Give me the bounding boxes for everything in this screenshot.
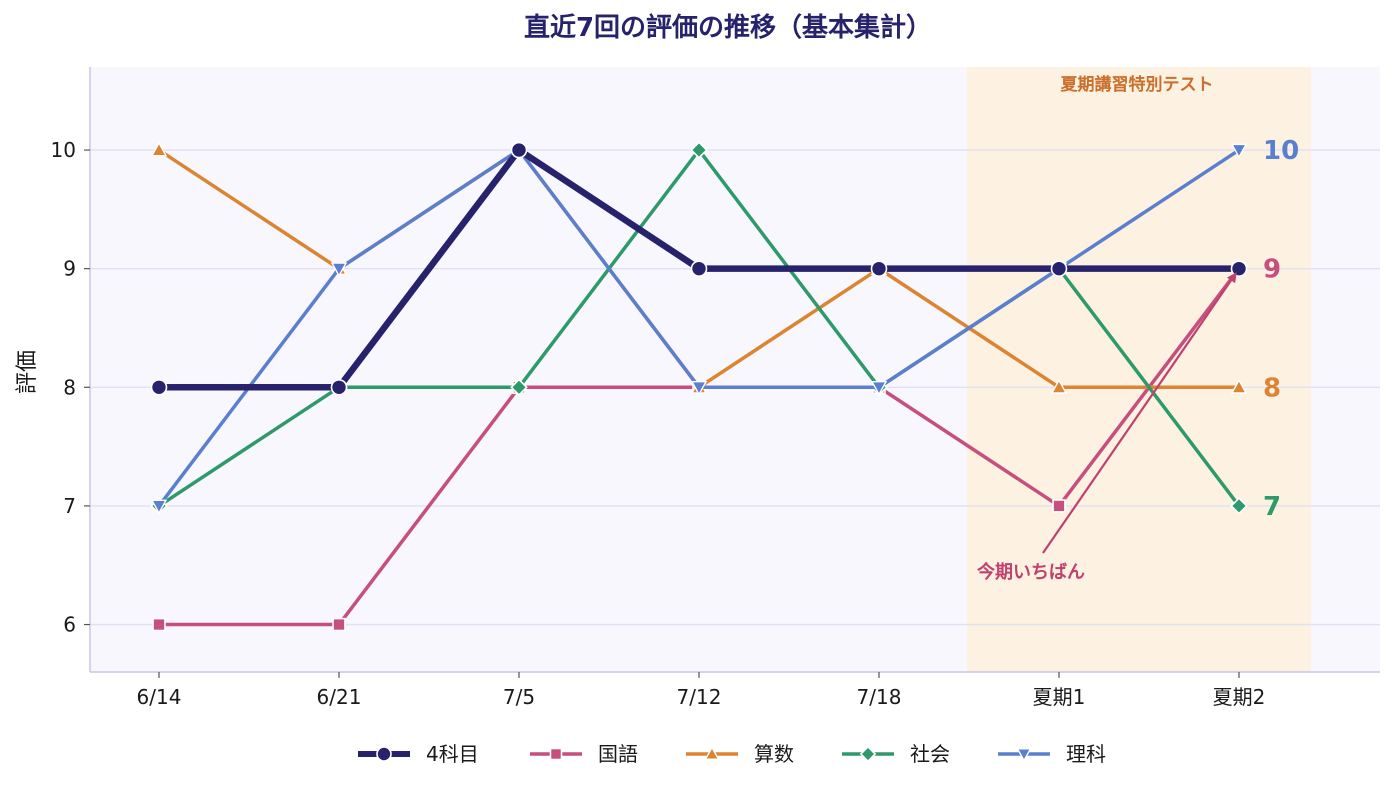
annotation-text: 今期いちばん [977, 561, 1085, 583]
data-point [1052, 499, 1066, 513]
data-point [1230, 497, 1248, 515]
y-tick-label: 6 [63, 613, 76, 637]
x-axis-ticks: 6/14 6/21 7/5 7/12 7/18 夏期1 夏期2 [137, 672, 1266, 709]
legend-marker [376, 746, 392, 762]
legend-marker [1016, 748, 1032, 762]
data-point [1230, 260, 1248, 277]
legend-item: 社会 [842, 742, 950, 766]
legend-label: 国語 [598, 742, 638, 766]
data-point [870, 260, 888, 277]
y-tick-label: 10 [51, 138, 76, 162]
legend-item: 国語 [530, 742, 638, 766]
band-label: 夏期講習特別テスト [1061, 74, 1214, 95]
band-rect [967, 67, 1311, 672]
legend-item: 理科 [998, 742, 1106, 766]
legend: 4科目 国語 算数 社会 理科 [358, 742, 1106, 766]
data-point [510, 141, 528, 159]
end-label-社会: 7 [1263, 492, 1281, 522]
legend-item: 4科目 [358, 742, 479, 766]
data-point [332, 617, 346, 632]
legend-label: 社会 [910, 742, 950, 766]
y-tick-label: 8 [63, 375, 76, 399]
end-labels: 9 8 7 10 [1263, 136, 1299, 522]
data-point [510, 378, 528, 397]
series-4科目 [150, 141, 1248, 396]
y-axis-ticks: 6 7 8 9 10 [51, 138, 90, 637]
annotation-arrow [1042, 272, 1237, 554]
annotation-layer: 今期いちばん [977, 272, 1237, 583]
legend-label: 算数 [754, 742, 794, 766]
x-tick-label: 7/12 [677, 685, 722, 709]
end-label-算数: 8 [1263, 373, 1281, 403]
data-point [1230, 143, 1248, 159]
x-tick-label: 夏期1 [1033, 685, 1086, 709]
data-point [1050, 260, 1068, 277]
end-label-4科目: 9 [1263, 255, 1281, 285]
legend-marker [549, 747, 563, 761]
data-point [330, 378, 348, 396]
data-point [870, 380, 888, 396]
end-label-理科: 10 [1263, 136, 1299, 166]
x-tick-label: 6/21 [317, 685, 362, 709]
x-tick-label: 6/14 [137, 685, 182, 709]
data-point [152, 617, 166, 632]
data-point [150, 378, 168, 396]
data-point [690, 260, 708, 277]
legend-label: 4科目 [426, 742, 479, 766]
x-tick-label: 7/18 [857, 685, 902, 709]
data-point [1230, 378, 1248, 394]
data-point [330, 262, 348, 278]
legend-item: 算数 [686, 742, 794, 766]
y-tick-label: 7 [63, 494, 76, 518]
y-tick-label: 9 [63, 257, 76, 281]
data-point [690, 141, 708, 159]
series-layer [150, 141, 1248, 632]
y-axis-label: 評価 [15, 350, 40, 394]
highlight-band: 夏期講習特別テスト [967, 67, 1311, 672]
legend-marker [859, 745, 877, 763]
data-point [150, 499, 168, 515]
legend-marker [704, 746, 720, 760]
x-tick-label: 夏期2 [1213, 685, 1266, 709]
legend-label: 理科 [1066, 742, 1106, 766]
data-point [690, 380, 708, 396]
chart-title: 直近7回の評価の推移（基本集計） [524, 12, 932, 43]
data-point [150, 141, 168, 157]
data-point [1050, 378, 1068, 394]
x-tick-label: 7/5 [503, 685, 535, 709]
